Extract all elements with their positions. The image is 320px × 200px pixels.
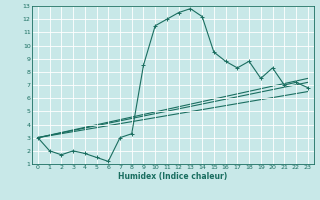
- X-axis label: Humidex (Indice chaleur): Humidex (Indice chaleur): [118, 172, 228, 181]
